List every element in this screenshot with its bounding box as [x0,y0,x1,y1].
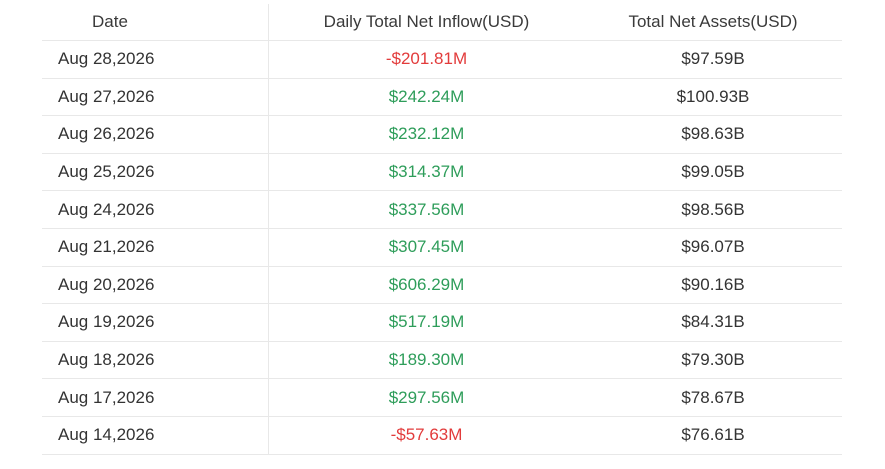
table-row: Aug 18,2026 $189.30M $79.30B [42,341,842,380]
date-cell: Aug 14,2026 [58,425,155,445]
inflow-cell: $307.45M [268,228,584,266]
assets-cell: $98.56B [681,199,745,219]
date-cell: Aug 17,2026 [58,387,155,407]
inflow-cell: $337.56M [268,191,584,228]
inflow-cell: $242.24M [268,78,584,116]
assets-cell: $99.05B [681,162,745,182]
assets-cell: $84.31B [681,312,745,332]
assets-cell: $98.63B [681,124,745,144]
table-row: Aug 24,2026 $337.56M $98.56B [42,191,842,229]
table-row: Aug 26,2026 $232.12M $98.63B [42,116,842,154]
table-row: Aug 19,2026 $517.19M $84.31B [42,304,842,342]
date-cell: Aug 25,2026 [58,162,155,182]
table-row: Aug 21,2026 $307.45M $96.07B [42,228,842,267]
assets-cell: $79.30B [681,350,745,370]
column-header-date[interactable]: Date [92,12,128,31]
table-row: Aug 27,2026 $242.24M $100.93B [42,78,842,117]
date-cell: Aug 27,2026 [58,86,155,106]
inflow-cell: -$201.81M [268,41,584,78]
table-row: Aug 28,2026 -$201.81M $97.59B [42,41,842,79]
assets-cell: $76.61B [681,425,745,445]
date-cell: Aug 19,2026 [58,312,155,332]
assets-cell: $90.16B [681,274,745,294]
assets-cell: $100.93B [676,86,750,106]
net-inflow-table: Date Daily Total Net Inflow(USD) Total N… [42,4,842,455]
inflow-cell: $297.56M [268,379,584,416]
date-cell: Aug 28,2026 [58,49,155,69]
table-row: Aug 25,2026 $314.37M $99.05B [42,153,842,192]
column-header-assets[interactable]: Total Net Assets(USD) [628,12,798,31]
table-header-row: Date Daily Total Net Inflow(USD) Total N… [42,4,842,41]
table-row: Aug 17,2026 $297.56M $78.67B [42,379,842,417]
date-cell: Aug 21,2026 [58,237,155,257]
inflow-cell: $606.29M [268,266,584,304]
date-cell: Aug 24,2026 [58,199,155,219]
inflow-cell: -$57.63M [268,416,584,454]
table-row: Aug 14,2026 -$57.63M $76.61B [42,416,842,455]
assets-cell: $97.59B [681,49,745,69]
inflow-cell: $189.30M [268,341,584,379]
date-cell: Aug 18,2026 [58,350,155,370]
table-body: Aug 28,2026 -$201.81M $97.59B Aug 27,2026 $2… [42,41,842,455]
assets-cell: $78.67B [681,387,745,407]
assets-cell: $96.07B [681,237,745,257]
table-row: Aug 20,2026 $606.29M $90.16B [42,266,842,305]
inflow-cell: $314.37M [268,153,584,191]
column-header-inflow[interactable]: Daily Total Net Inflow(USD) [268,4,584,40]
inflow-cell: $517.19M [268,304,584,341]
date-cell: Aug 26,2026 [58,124,155,144]
date-cell: Aug 20,2026 [58,274,155,294]
inflow-cell: $232.12M [268,116,584,153]
